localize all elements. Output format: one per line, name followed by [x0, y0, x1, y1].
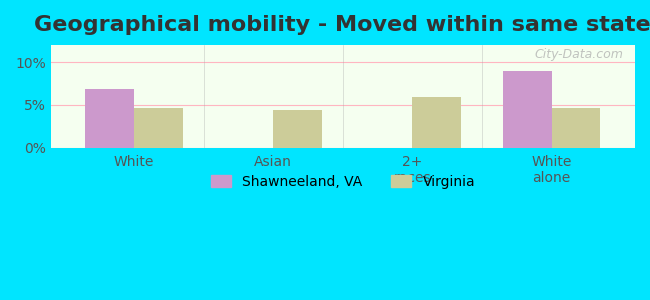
Text: City-Data.com: City-Data.com: [534, 48, 623, 61]
Bar: [551, 108, 600, 148]
Bar: [412, 97, 461, 148]
Bar: [503, 70, 551, 148]
Bar: [85, 88, 134, 148]
Bar: [273, 110, 322, 148]
Title: Geographical mobility - Moved within same state: Geographical mobility - Moved within sam…: [34, 15, 650, 35]
Bar: [134, 108, 183, 148]
Legend: Shawneeland, VA, Virginia: Shawneeland, VA, Virginia: [205, 169, 480, 194]
